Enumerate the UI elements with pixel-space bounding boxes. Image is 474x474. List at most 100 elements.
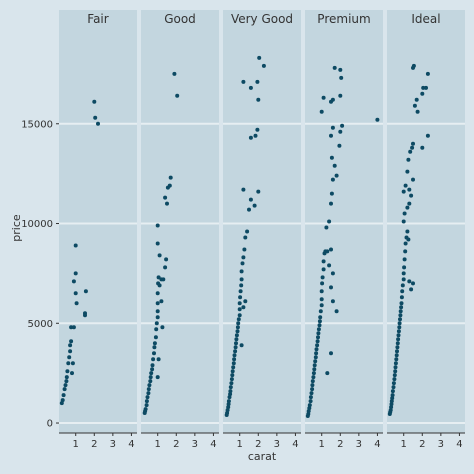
x-tick-label: 2	[173, 439, 179, 450]
data-point	[330, 125, 335, 130]
data-point	[316, 335, 320, 340]
data-point	[375, 117, 380, 122]
data-point	[256, 97, 261, 102]
data-point	[392, 377, 397, 382]
data-point	[420, 145, 425, 150]
data-point	[155, 309, 160, 314]
y-tick-label: 15000	[21, 119, 53, 130]
data-point	[155, 301, 160, 306]
data-point	[393, 361, 398, 366]
data-point	[154, 321, 159, 326]
data-point	[239, 283, 244, 288]
facet-panels: Fair Good Very Good Premium Ideal	[59, 10, 465, 433]
facet-strip	[387, 10, 465, 28]
data-point	[315, 343, 320, 348]
data-point	[71, 279, 76, 284]
data-point	[389, 399, 394, 404]
data-point	[144, 399, 149, 404]
data-point	[143, 407, 148, 412]
data-point	[233, 345, 238, 350]
x-tick-label: 1	[155, 439, 161, 450]
data-point	[405, 229, 410, 234]
data-point	[152, 341, 157, 346]
data-point	[232, 357, 237, 362]
data-point	[63, 383, 68, 388]
facet-strip-label: Very Good	[231, 12, 293, 26]
data-point	[252, 203, 257, 208]
y-axis-label: price	[10, 214, 23, 242]
data-point	[243, 299, 248, 304]
x-tick-label: 4	[456, 439, 462, 450]
data-point	[159, 299, 164, 304]
data-point	[395, 341, 400, 346]
data-point	[411, 177, 415, 182]
data-point	[253, 133, 258, 138]
data-point	[313, 355, 318, 360]
data-point	[83, 289, 88, 294]
data-point	[164, 257, 169, 262]
x-tick-label: 4	[128, 439, 134, 450]
data-point	[317, 323, 322, 328]
data-point	[152, 345, 157, 350]
data-point	[59, 401, 64, 406]
data-point	[319, 109, 324, 114]
data-point	[155, 241, 160, 246]
data-point	[231, 365, 236, 370]
data-point	[390, 393, 395, 398]
data-point	[239, 269, 244, 274]
data-point	[144, 403, 149, 408]
data-point	[255, 79, 260, 84]
data-point	[160, 325, 165, 330]
facet-strip-label: Ideal	[411, 12, 440, 26]
data-point	[69, 325, 74, 330]
data-point	[315, 339, 320, 344]
x-tick-label: 1	[401, 439, 407, 450]
facet-strip-label: Fair	[87, 12, 108, 26]
data-point	[415, 109, 420, 114]
data-point	[241, 187, 246, 192]
data-point	[261, 63, 266, 68]
data-point	[154, 327, 159, 332]
data-point	[308, 395, 313, 400]
x-tick-label: 3	[110, 439, 116, 450]
data-point	[238, 289, 243, 294]
data-point	[409, 193, 414, 198]
data-point	[394, 353, 399, 358]
x-tick-label: 3	[192, 439, 198, 450]
data-point	[243, 235, 248, 240]
data-point	[146, 391, 151, 396]
data-point	[156, 275, 161, 280]
data-point	[311, 371, 316, 376]
data-point	[407, 201, 412, 206]
data-point	[312, 367, 317, 372]
data-point	[64, 375, 69, 380]
data-point	[228, 389, 233, 394]
data-point	[395, 345, 400, 350]
data-point	[151, 357, 156, 362]
data-point	[406, 157, 411, 162]
x-tick-label: 1	[319, 439, 325, 450]
data-point	[153, 335, 158, 340]
data-point	[92, 99, 97, 104]
data-point	[175, 93, 180, 98]
data-point	[239, 343, 244, 348]
data-point	[64, 379, 69, 384]
data-point	[67, 355, 72, 360]
data-point	[229, 381, 234, 386]
data-point	[235, 325, 240, 330]
data-point	[62, 387, 67, 392]
data-point	[73, 271, 78, 276]
data-point	[229, 377, 234, 382]
data-point	[309, 391, 314, 396]
data-point	[155, 291, 160, 296]
data-point	[167, 183, 172, 188]
data-point	[240, 261, 245, 266]
data-point	[311, 375, 316, 380]
data-point	[60, 398, 65, 403]
data-point	[317, 319, 322, 324]
data-point	[319, 289, 324, 294]
data-point	[312, 363, 317, 368]
x-tick-label: 4	[292, 439, 298, 450]
data-point	[332, 163, 337, 168]
